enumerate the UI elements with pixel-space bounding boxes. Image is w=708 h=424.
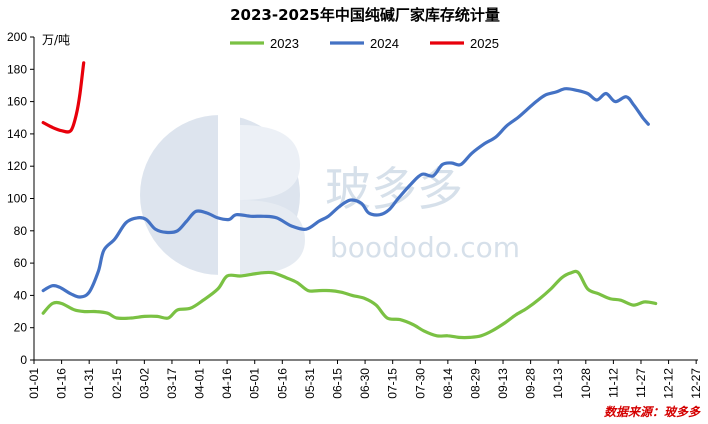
- x-tick-label: 01-16: [55, 368, 69, 399]
- watermark-cn-text: 玻多多: [325, 162, 463, 216]
- series-line-2024: [41, 87, 650, 299]
- series-line-2025: [41, 61, 86, 134]
- x-tick-label: 01-31: [82, 368, 96, 399]
- y-tick-label: 100: [7, 192, 27, 206]
- x-tick-label: 04-16: [220, 368, 234, 399]
- x-tick-label: 06-15: [330, 368, 344, 399]
- y-tick-label: 60: [14, 256, 28, 270]
- watermark-circle: [140, 115, 300, 275]
- watermark-logo: 玻多多 boododo.com: [140, 115, 520, 275]
- x-tick-label: 02-15: [110, 368, 124, 399]
- x-tick-label: 10-13: [551, 368, 565, 399]
- series-group: [41, 61, 658, 340]
- x-tick-label: 09-28: [524, 368, 538, 399]
- legend-label-2023: 2023: [270, 36, 299, 51]
- x-tick-label: 08-29: [468, 368, 482, 399]
- legend-label-2025: 2025: [470, 36, 499, 51]
- y-tick-label: 160: [7, 95, 27, 109]
- x-tick-label: 09-13: [496, 368, 510, 399]
- watermark-bowl-bottom: [240, 200, 305, 275]
- y-tick-label: 80: [14, 224, 28, 238]
- x-tick-label: 06-30: [358, 368, 372, 399]
- y-tick-label: 120: [7, 159, 27, 173]
- x-tick-label: 07-30: [413, 368, 427, 399]
- legend-label-2024: 2024: [370, 36, 399, 51]
- watermark-bar: [218, 115, 240, 275]
- x-tick-label: 11-12: [606, 368, 620, 398]
- y-tick-label: 200: [7, 30, 27, 44]
- x-tick-label: 05-01: [248, 368, 262, 399]
- x-tick-label: 07-15: [386, 368, 400, 399]
- y-tick-label: 20: [14, 321, 28, 335]
- x-tick-label: 05-16: [275, 368, 289, 399]
- y-tick-label: 40: [14, 288, 28, 302]
- x-tick-label: 05-31: [303, 368, 317, 399]
- x-tick-label: 04-01: [193, 368, 207, 399]
- x-tick-label: 03-02: [137, 368, 151, 399]
- legend: 2023 2024 2025: [230, 36, 499, 51]
- x-tick-label: 10-28: [579, 368, 593, 399]
- x-tick-label: 12-27: [689, 368, 703, 399]
- chart-title: 2023-2025年中国纯碱厂家库存统计量: [230, 6, 500, 24]
- x-tick-label: 12-12: [662, 368, 676, 399]
- x-tick-label: 11-27: [634, 368, 648, 398]
- axes: 0 20 40 60 80 100 120 140 160 180 200 01-01 01-16 01-…: [7, 30, 703, 399]
- y-tick-label: 180: [7, 62, 27, 76]
- watermark-url-text: boododo.com: [330, 231, 520, 264]
- data-source: 数据来源：玻多多: [604, 405, 701, 419]
- x-tick-label: 08-14: [441, 368, 455, 399]
- x-tick-label: 01-01: [27, 368, 41, 399]
- series-line-2023: [41, 269, 658, 340]
- y-tick-label: 140: [7, 127, 27, 141]
- y-tick-label: 0: [20, 353, 27, 367]
- y-axis-unit: 万/吨: [42, 33, 70, 47]
- x-tick-label: 03-17: [165, 368, 179, 399]
- watermark-bowl-top: [240, 125, 300, 200]
